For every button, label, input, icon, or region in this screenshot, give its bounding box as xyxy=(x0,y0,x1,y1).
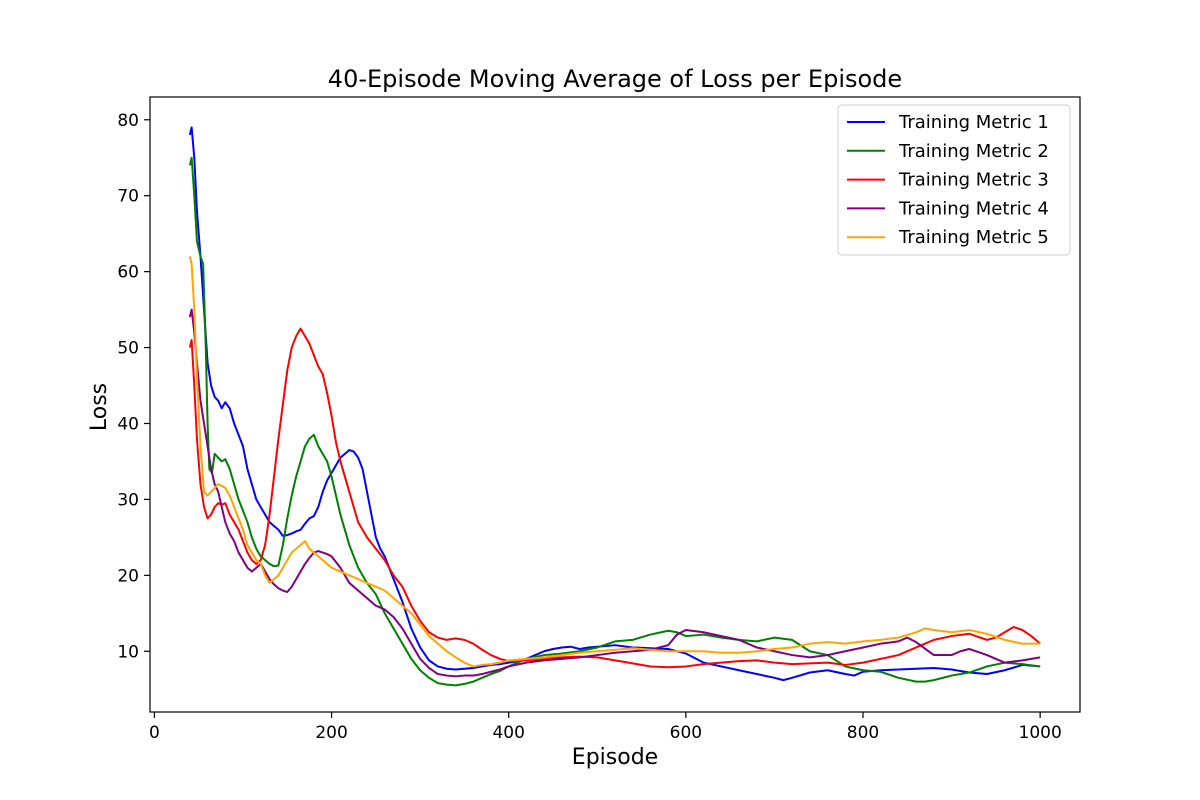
y-axis-label: Loss xyxy=(87,383,112,431)
series-line-4 xyxy=(188,308,1041,678)
y-tick-label: 10 xyxy=(117,642,139,662)
x-tick-label: 1000 xyxy=(1019,723,1062,743)
legend-entry-2: Training Metric 2 xyxy=(898,141,1049,162)
chart-title: 40-Episode Moving Average of Loss per Ep… xyxy=(328,65,902,93)
y-tick-label: 20 xyxy=(117,566,139,586)
legend: Training Metric 1 Training Metric 2 Traini… xyxy=(837,104,1071,256)
y-tick-label: 70 xyxy=(117,187,139,207)
legend-entry-5: Training Metric 5 xyxy=(898,227,1049,248)
y-tick-label: 30 xyxy=(117,490,139,510)
x-tick-label: 200 xyxy=(315,723,347,743)
series-line-1 xyxy=(188,126,1041,682)
series-line-5 xyxy=(188,256,1041,668)
plot-area: 0 200 400 600 800 1000 10 20 30 40 50 60 70 80 Trainin… xyxy=(117,96,1081,743)
x-axis-label: Episode xyxy=(572,745,658,770)
x-tick-label: 800 xyxy=(847,723,879,743)
legend-box xyxy=(837,104,1071,256)
legend-entry-3: Training Metric 3 xyxy=(898,170,1049,191)
y-tick-label: 80 xyxy=(117,111,139,131)
series-line-3 xyxy=(188,327,1041,669)
y-tick-label: 60 xyxy=(117,263,139,283)
x-tick-label: 400 xyxy=(492,723,524,743)
x-tick-label: 600 xyxy=(670,723,702,743)
legend-entry-4: Training Metric 4 xyxy=(898,198,1049,219)
series-line-2 xyxy=(188,156,1041,687)
legend-entry-1: Training Metric 1 xyxy=(898,112,1049,133)
y-tick-label: 40 xyxy=(117,414,139,434)
plot-frame xyxy=(149,96,1081,713)
x-tick-label: 0 xyxy=(149,723,160,743)
y-tick-label: 50 xyxy=(117,339,139,359)
